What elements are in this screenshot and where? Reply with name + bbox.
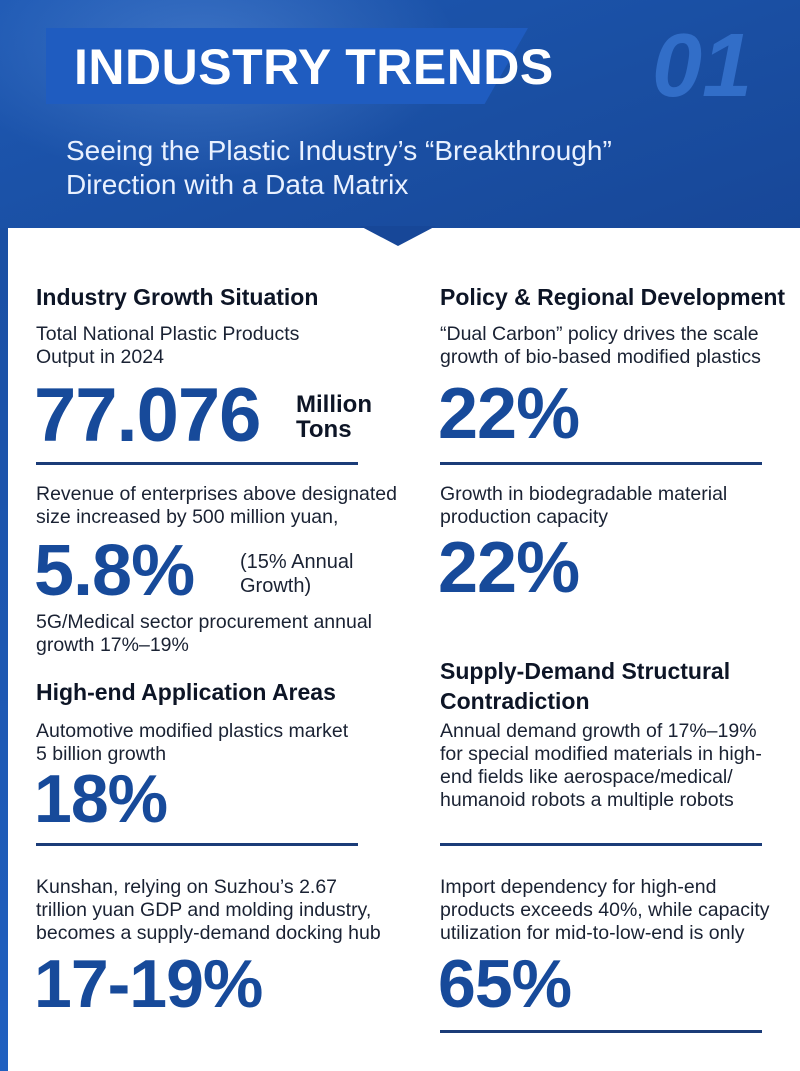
- import-description: Import dependency for high-end products …: [440, 876, 770, 944]
- page-title: INDUSTRY TRENDS: [74, 39, 554, 95]
- output-value: 77.076: [34, 373, 261, 458]
- kunshan-value: 17-19%: [34, 946, 263, 1022]
- kunshan-description: Kunshan, relying on Suzhou’s 2.67 trilli…: [36, 876, 381, 944]
- section-title-industry-growth: Industry Growth Situation: [36, 284, 319, 310]
- left-edge-bar: [0, 228, 8, 1071]
- header-banner: INDUSTRY TRENDS 01 Seeing the Plastic In…: [0, 0, 800, 228]
- divider: [440, 462, 762, 465]
- section-title-highend: High-end Application Areas: [36, 679, 336, 705]
- output-unit: Million Tons: [296, 391, 372, 443]
- supply-description: Annual demand growth of 17%–19% for spec…: [440, 720, 762, 811]
- section-title-supply-demand: Supply-Demand Structural Contradiction: [440, 658, 731, 714]
- revenue-value: 5.8%: [34, 531, 195, 611]
- biodegradable-value: 22%: [438, 528, 580, 608]
- header-notch: [360, 226, 436, 246]
- section-number: 01: [652, 16, 753, 116]
- policy-description: “Dual Carbon” policy drives the scale gr…: [440, 323, 761, 368]
- divider: [440, 1030, 762, 1033]
- automotive-description: Automotive modified plastics market 5 bi…: [36, 720, 349, 765]
- divider: [36, 843, 358, 846]
- import-value: 65%: [438, 946, 572, 1022]
- title-band: [46, 28, 528, 104]
- revenue-description: Revenue of enterprises above designated …: [36, 483, 397, 528]
- procurement-note: 5G/Medical sector procurement annual gro…: [36, 611, 373, 656]
- revenue-note: (15% Annual Growth): [240, 551, 354, 597]
- automotive-value: 18%: [34, 761, 168, 837]
- page-subtitle: Seeing the Plastic Industry’s “Breakthro…: [66, 135, 612, 200]
- section-title-policy: Policy & Regional Development: [440, 284, 786, 310]
- divider: [440, 843, 762, 846]
- biodegradable-description: Growth in biodegradable material product…: [440, 483, 728, 528]
- output-description: Total National Plastic Products Output i…: [36, 323, 300, 368]
- divider: [36, 462, 358, 465]
- policy-value: 22%: [438, 374, 580, 454]
